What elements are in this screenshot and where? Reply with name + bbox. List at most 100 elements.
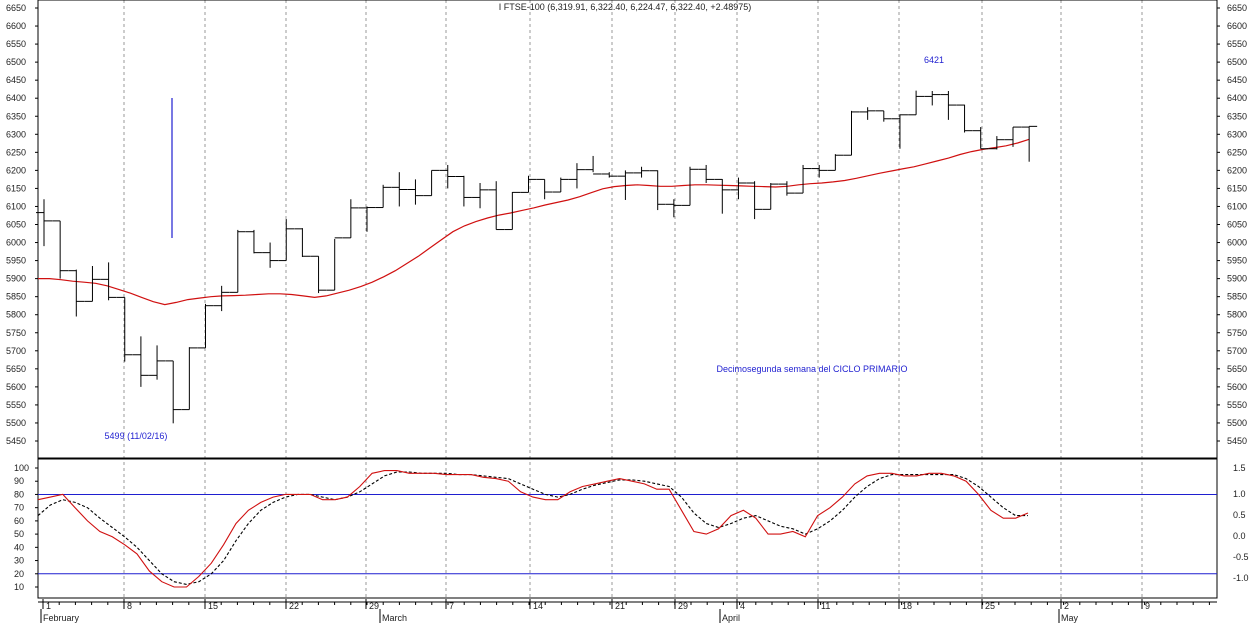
- price-tick-right: 5550: [1227, 400, 1247, 410]
- price-tick-right: 5450: [1227, 436, 1247, 446]
- price-tick-left: 6250: [6, 147, 26, 157]
- price-tick-left: 5650: [6, 364, 26, 374]
- osc-tick-left: 80: [14, 489, 24, 499]
- day-label: 2: [1064, 601, 1069, 611]
- main-panel-border: [37, 0, 1218, 459]
- price-tick-right: 5950: [1227, 256, 1247, 266]
- price-tick-right: 5500: [1227, 418, 1247, 428]
- day-label: 1: [46, 601, 51, 611]
- price-tick-left: 6000: [6, 238, 26, 248]
- stochastic-oscillator: [37, 470, 1029, 588]
- day-label: 7: [449, 601, 454, 611]
- osc-tick-left: 40: [14, 542, 24, 552]
- price-tick-left: 6500: [6, 57, 26, 67]
- price-tick-right: 6250: [1227, 147, 1247, 157]
- day-label: 4: [740, 601, 745, 611]
- price-tick-right: 6500: [1227, 57, 1247, 67]
- price-tick-right: 6400: [1227, 93, 1247, 103]
- osc-tick-right: 1.5: [1233, 463, 1246, 473]
- month-label: May: [1061, 613, 1079, 623]
- price-tick-left: 6300: [6, 129, 26, 139]
- day-label: 18: [902, 601, 912, 611]
- price-tick-left: 6600: [6, 21, 26, 31]
- price-tick-right: 6050: [1227, 220, 1247, 230]
- osc-tick-left: 90: [14, 476, 24, 486]
- price-tick-left: 6450: [6, 75, 26, 85]
- stoch-d-series: [37, 471, 1028, 585]
- chart-title: I FTSE-100 (6,319.91, 6,322.40, 6,224.47…: [499, 2, 751, 12]
- ma-series: [38, 138, 1030, 306]
- price-tick-left: 6650: [6, 3, 26, 13]
- price-tick-right: 5800: [1227, 310, 1247, 320]
- price-tick-left: 5550: [6, 400, 26, 410]
- price-tick-left: 5800: [6, 310, 26, 320]
- price-tick-right: 5650: [1227, 364, 1247, 374]
- price-tick-right: 5750: [1227, 328, 1247, 338]
- price-tick-left: 5600: [6, 382, 26, 392]
- osc-tick-right: 0.5: [1233, 510, 1246, 520]
- price-tick-left: 6200: [6, 165, 26, 175]
- price-tick-right: 6550: [1227, 39, 1247, 49]
- chart-frame: [37, 0, 1218, 599]
- low-annotation: 5499 (11/02/16): [105, 431, 168, 441]
- day-label: 25: [985, 601, 995, 611]
- price-tick-left: 6400: [6, 93, 26, 103]
- month-label: April: [722, 613, 740, 623]
- osc-tick-right: 0.0: [1233, 531, 1246, 541]
- day-label: 29: [369, 601, 379, 611]
- osc-tick-left: 30: [14, 556, 24, 566]
- osc-tick-right: 1.0: [1233, 489, 1246, 499]
- price-tick-right: 5900: [1227, 274, 1247, 284]
- price-tick-right: 6150: [1227, 183, 1247, 193]
- moving-average-line: [38, 138, 1030, 306]
- day-label: 15: [208, 601, 218, 611]
- price-tick-right: 6000: [1227, 238, 1247, 248]
- day-label: 22: [289, 601, 299, 611]
- stoch-k-series: [37, 470, 1029, 588]
- price-tick-right: 5850: [1227, 292, 1247, 302]
- osc-tick-left: 100: [14, 463, 29, 473]
- oscillator-panel-border: [37, 458, 1218, 599]
- price-tick-left: 6350: [6, 111, 26, 121]
- price-tick-right: 6650: [1227, 3, 1247, 13]
- price-tick-left: 6050: [6, 220, 26, 230]
- osc-tick-left: 60: [14, 516, 24, 526]
- price-tick-left: 5700: [6, 346, 26, 356]
- day-label: 9: [1145, 601, 1150, 611]
- day-label: 29: [678, 601, 688, 611]
- osc-tick-left: 20: [14, 569, 24, 579]
- cycle-annotation: Decimosegunda semana del CICLO PRIMARIO: [716, 364, 907, 374]
- osc-tick-right: -0.5: [1233, 552, 1249, 562]
- price-tick-right: 6300: [1227, 129, 1247, 139]
- price-tick-right: 6600: [1227, 21, 1247, 31]
- price-tick-right: 5700: [1227, 346, 1247, 356]
- price-tick-right: 5600: [1227, 382, 1247, 392]
- price-tick-left: 6150: [6, 183, 26, 193]
- high-annotation: 6421: [924, 55, 944, 65]
- month-label: February: [43, 613, 80, 623]
- oscillator-level-lines: [38, 493, 1217, 575]
- day-label: 21: [615, 601, 625, 611]
- day-label: 11: [821, 601, 830, 611]
- osc-tick-right: -1.0: [1233, 573, 1249, 583]
- price-tick-right: 6100: [1227, 201, 1247, 211]
- price-tick-right: 6450: [1227, 75, 1247, 85]
- price-tick-left: 6100: [6, 201, 26, 211]
- price-tick-right: 6200: [1227, 165, 1247, 175]
- osc-tick-left: 50: [14, 529, 24, 539]
- day-label: 14: [533, 601, 543, 611]
- price-tick-left: 5900: [6, 274, 26, 284]
- price-tick-left: 5450: [6, 436, 26, 446]
- day-label: 8: [127, 601, 132, 611]
- price-tick-left: 5750: [6, 328, 26, 338]
- price-tick-left: 6550: [6, 39, 26, 49]
- osc-tick-left: 10: [14, 582, 24, 592]
- axis-tick-labels: 6650 6650 6600 6600 6550 6550 6500 6500 6450 6450…: [6, 3, 1249, 592]
- price-tick-left: 5850: [6, 292, 26, 302]
- price-tick-left: 5950: [6, 256, 26, 266]
- osc-tick-left: 70: [14, 503, 24, 513]
- price-tick-right: 6350: [1227, 111, 1247, 121]
- price-tick-left: 5500: [6, 418, 26, 428]
